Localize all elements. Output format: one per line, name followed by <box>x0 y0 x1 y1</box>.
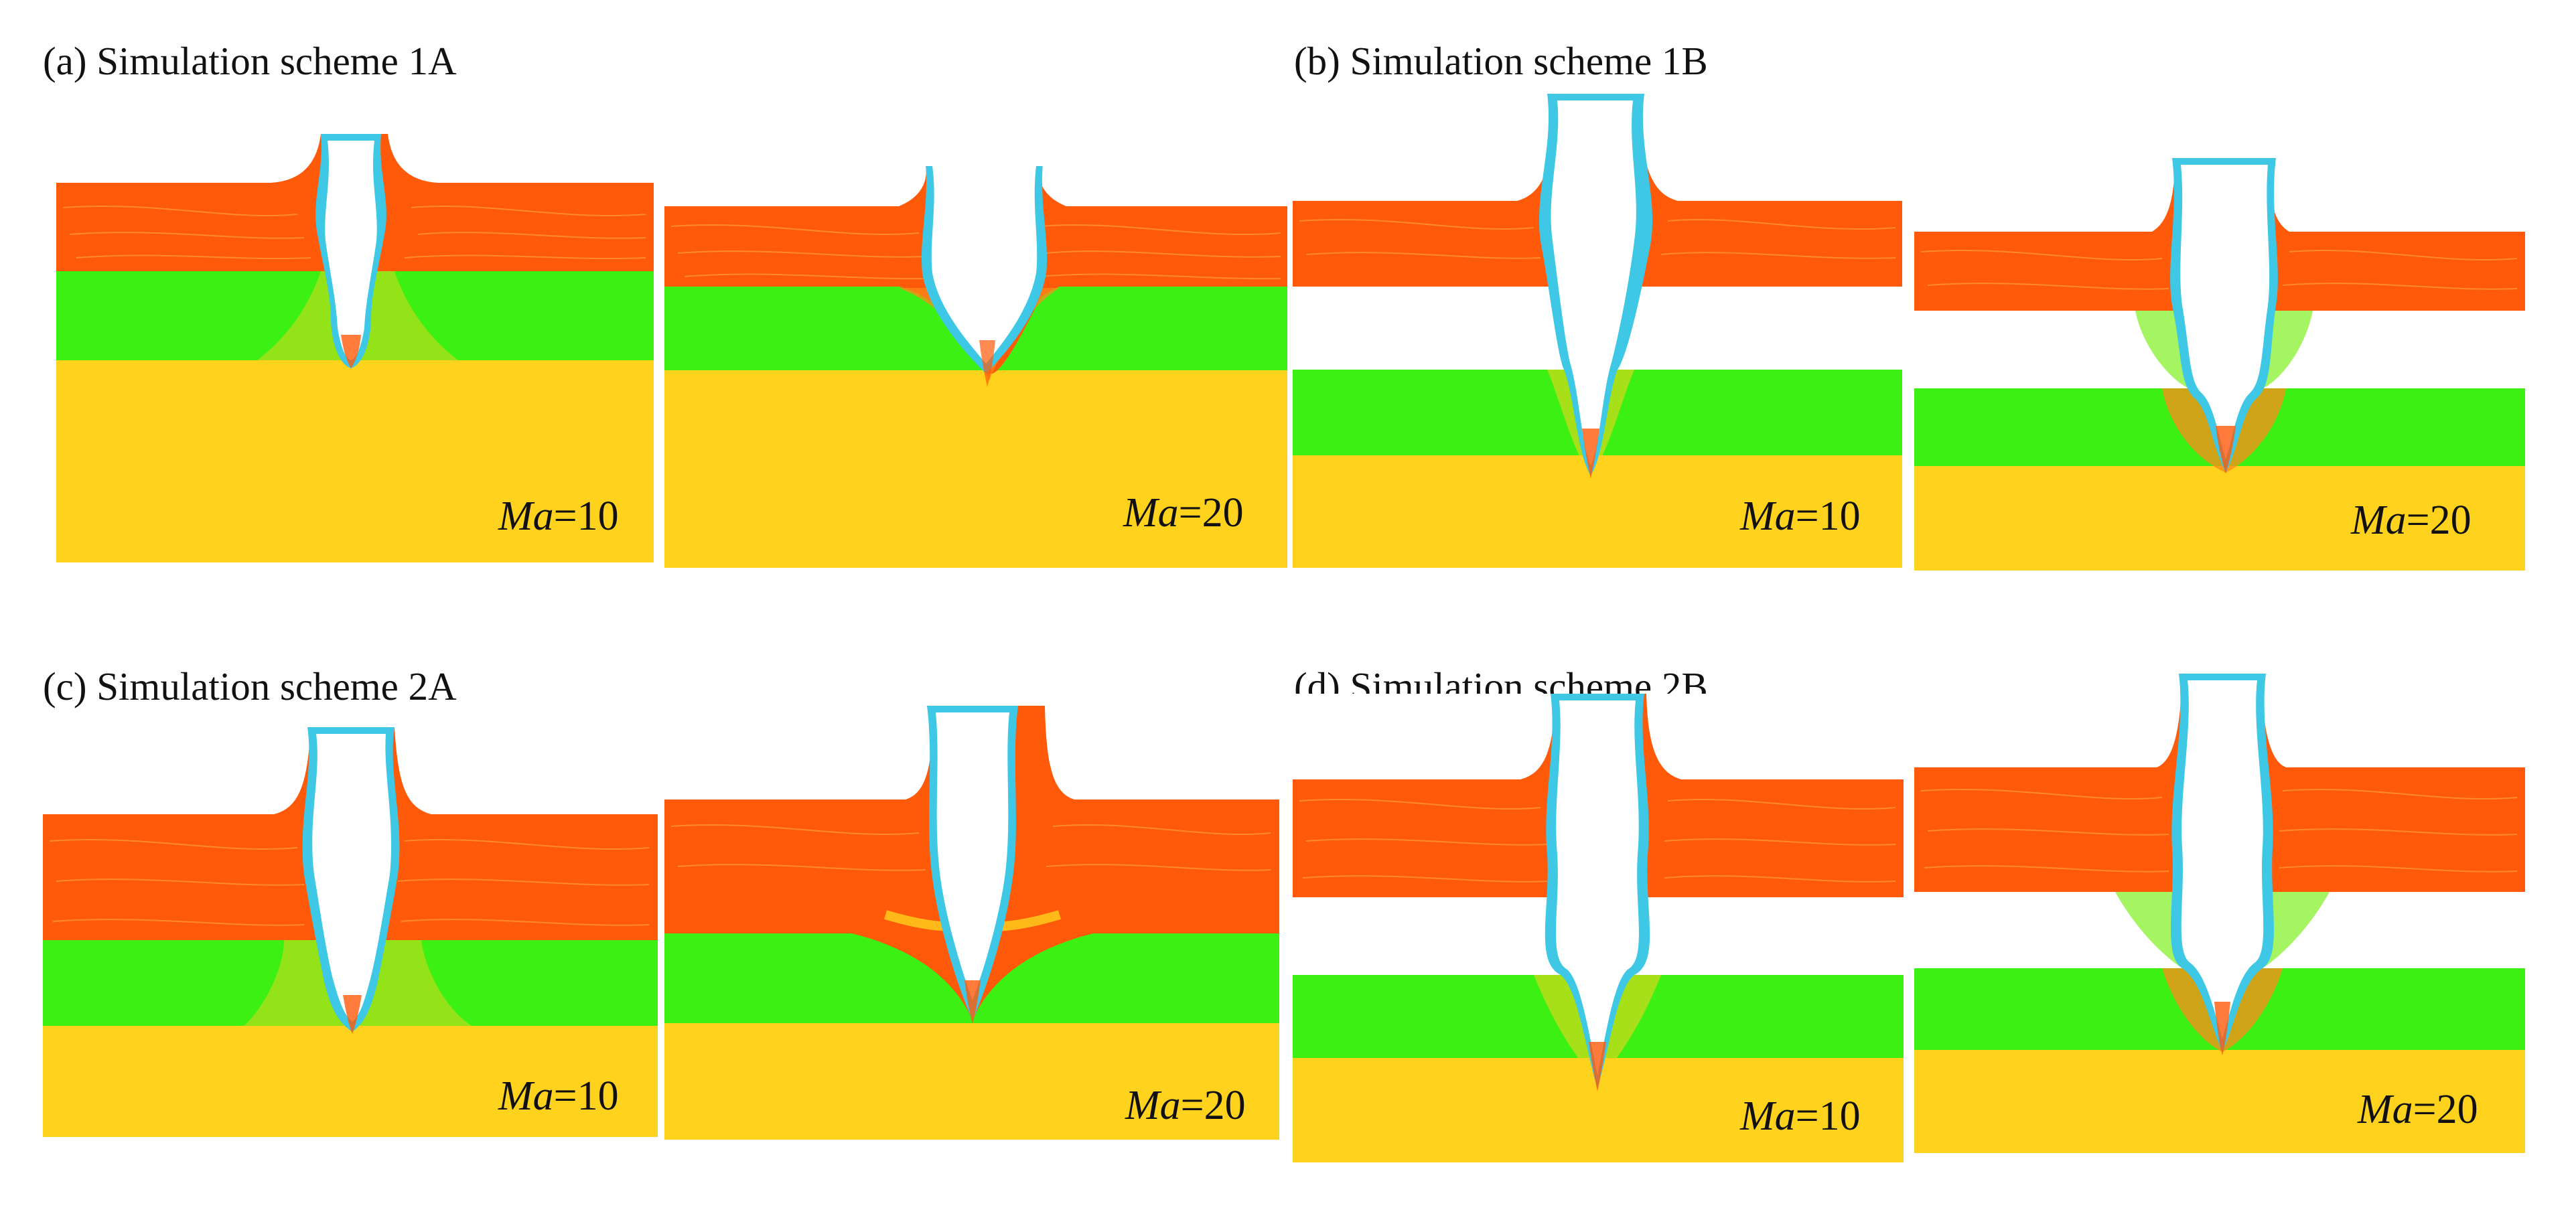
panel-1a-ma20: Ma=20 <box>664 166 1287 568</box>
panel-2a-ma10: Ma=10 <box>43 727 658 1137</box>
simulation-image-1b-ma10 <box>1293 94 1902 568</box>
simulation-image-1a-ma10 <box>56 134 654 562</box>
simulation-image-1b-ma20 <box>1914 158 2525 570</box>
simulation-image-2a-ma10 <box>43 727 658 1137</box>
panel-2b-ma20: Ma=20 <box>1914 674 2525 1153</box>
simulation-image-2a-ma20 <box>664 706 1279 1140</box>
simulation-image-1a-ma20 <box>664 166 1287 568</box>
mach-label-2b-ma20: Ma=20 <box>2358 1087 2478 1132</box>
mach-label-2a-ma20: Ma=20 <box>1125 1083 1246 1128</box>
caption-scheme-1b: (b) Simulation scheme 1B <box>1294 39 1708 83</box>
mach-label-1b-ma20: Ma=20 <box>2351 498 2472 543</box>
caption-scheme-1a: (a) Simulation scheme 1A <box>43 39 457 83</box>
simulation-image-2b-ma10 <box>1293 694 1904 1162</box>
mach-label-1b-ma10: Ma=10 <box>1740 493 1861 539</box>
mach-label-2a-ma10: Ma=10 <box>498 1073 619 1119</box>
mach-label-1a-ma10: Ma=10 <box>498 493 619 539</box>
caption-scheme-2a: (c) Simulation scheme 2A <box>43 664 457 708</box>
simulation-image-2b-ma20 <box>1914 674 2525 1153</box>
panel-1a-ma10: Ma=10 <box>56 134 654 562</box>
panel-2b-ma10: Ma=10 <box>1293 694 1904 1162</box>
mach-label-1a-ma20: Ma=20 <box>1123 490 1244 536</box>
panel-1b-ma20: Ma=20 <box>1914 158 2525 570</box>
panel-2a-ma20: Ma=20 <box>664 706 1279 1140</box>
panel-1b-ma10: Ma=10 <box>1293 94 1902 568</box>
mach-label-2b-ma10: Ma=10 <box>1740 1093 1861 1139</box>
